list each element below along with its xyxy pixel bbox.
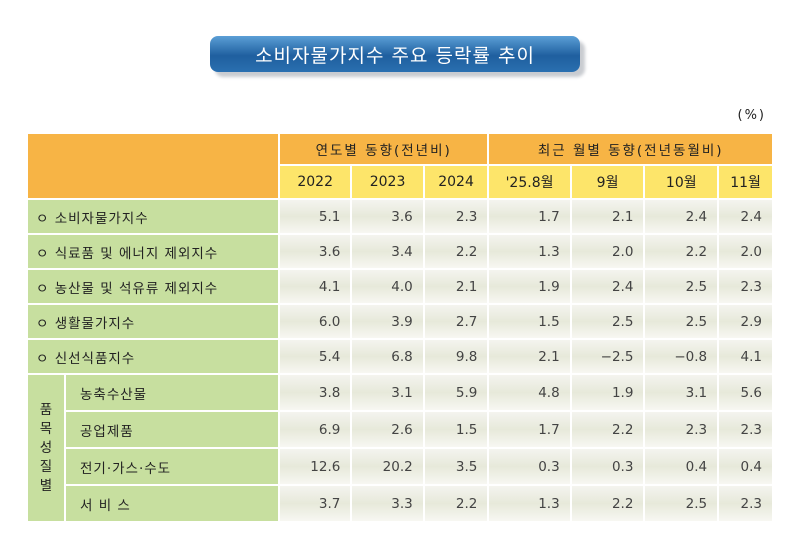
value-cell: 2.3 xyxy=(645,412,718,447)
row-label: ㅇ 농산물 및 석유류 제외지수 xyxy=(28,270,278,303)
value-cell: 1.9 xyxy=(489,270,570,303)
table-row: 전기·가스·수도 12.6 20.2 3.5 0.3 0.3 0.4 0.4 xyxy=(28,449,772,484)
value-cell: 2.1 xyxy=(424,270,488,303)
cpi-table: 연도별 동향(전년비) 최근 월별 동향(전년동월비) 2022 2023 2024… xyxy=(26,132,774,523)
value-cell: 4.1 xyxy=(280,270,351,303)
value-cell: 3.6 xyxy=(352,200,423,233)
row-label: 농축수산물 xyxy=(66,375,278,410)
value-cell: 2.0 xyxy=(719,235,772,268)
row-label: 전기·가스·수도 xyxy=(66,449,278,484)
value-cell: 2.2 xyxy=(645,235,718,268)
row-label: ㅇ 신선식품지수 xyxy=(28,340,278,373)
value-cell: 1.7 xyxy=(489,200,570,233)
value-cell: 1.3 xyxy=(489,486,570,521)
value-cell: 1.7 xyxy=(489,412,570,447)
value-cell: 2.9 xyxy=(719,305,772,338)
column-header: 10월 xyxy=(645,166,718,198)
value-cell: 2.5 xyxy=(645,270,718,303)
value-cell: 4.1 xyxy=(719,340,772,373)
value-cell: 4.8 xyxy=(489,375,570,410)
value-cell: 3.7 xyxy=(280,486,351,521)
column-header: '25.8월 xyxy=(489,166,570,198)
value-cell: 9.8 xyxy=(424,340,488,373)
value-cell: 1.9 xyxy=(571,375,644,410)
row-label: ㅇ 생활물가지수 xyxy=(28,305,278,338)
value-cell: 2.3 xyxy=(424,200,488,233)
value-cell: 0.4 xyxy=(719,449,772,484)
table-row: 서 비 스 3.7 3.3 2.2 1.3 2.2 2.5 2.3 xyxy=(28,486,772,521)
row-label: ㅇ 소비자물가지수 xyxy=(28,200,278,233)
header-annual: 연도별 동향(전년비) xyxy=(280,134,488,164)
table-row: ㅇ 신선식품지수 5.4 6.8 9.8 2.1 −2.5 −0.8 4.1 xyxy=(28,340,772,373)
value-cell: 2.5 xyxy=(571,305,644,338)
value-cell: 2.2 xyxy=(571,412,644,447)
value-cell: 2.5 xyxy=(645,305,718,338)
header-monthly: 최근 월별 동향(전년동월비) xyxy=(489,134,772,164)
value-cell: 2.2 xyxy=(424,486,488,521)
table-row: ㅇ 식료품 및 에너지 제외지수 3.6 3.4 2.2 1.3 2.0 2.2 2.0 xyxy=(28,235,772,268)
value-cell: 1.5 xyxy=(424,412,488,447)
value-cell: 2.0 xyxy=(571,235,644,268)
row-label: ㅇ 식료품 및 에너지 제외지수 xyxy=(28,235,278,268)
value-cell: 12.6 xyxy=(280,449,351,484)
value-cell: 0.3 xyxy=(489,449,570,484)
value-cell: 6.8 xyxy=(352,340,423,373)
value-cell: 3.4 xyxy=(352,235,423,268)
value-cell: 3.8 xyxy=(280,375,351,410)
column-header: 11월 xyxy=(719,166,772,198)
value-cell: 5.1 xyxy=(280,200,351,233)
value-cell: 20.2 xyxy=(352,449,423,484)
column-header: 9월 xyxy=(571,166,644,198)
table-row: ㅇ 소비자물가지수 5.1 3.6 2.3 1.7 2.1 2.4 2.4 xyxy=(28,200,772,233)
value-cell: 1.5 xyxy=(489,305,570,338)
unit-label: (%) xyxy=(737,108,766,123)
value-cell: 2.4 xyxy=(645,200,718,233)
row-label: 서 비 스 xyxy=(66,486,278,521)
value-cell: 5.4 xyxy=(280,340,351,373)
value-cell: 2.2 xyxy=(424,235,488,268)
value-cell: 6.0 xyxy=(280,305,351,338)
value-cell: 3.5 xyxy=(424,449,488,484)
value-cell: 2.3 xyxy=(719,412,772,447)
value-cell: 3.6 xyxy=(280,235,351,268)
value-cell: 2.1 xyxy=(571,200,644,233)
table-row: ㅇ 생활물가지수 6.0 3.9 2.7 1.5 2.5 2.5 2.9 xyxy=(28,305,772,338)
row-label: 공업제품 xyxy=(66,412,278,447)
column-header: 2023 xyxy=(352,166,423,198)
value-cell: 2.3 xyxy=(719,486,772,521)
column-header: 2022 xyxy=(280,166,351,198)
table-row: 공업제품 6.9 2.6 1.5 1.7 2.2 2.3 2.3 xyxy=(28,412,772,447)
value-cell: 0.3 xyxy=(571,449,644,484)
header-corner xyxy=(28,134,278,198)
value-cell: −0.8 xyxy=(645,340,718,373)
value-cell: 6.9 xyxy=(280,412,351,447)
value-cell: 3.9 xyxy=(352,305,423,338)
value-cell: 2.5 xyxy=(645,486,718,521)
table-row: ㅇ 농산물 및 석유류 제외지수 4.1 4.0 2.1 1.9 2.4 2.5 2.3 xyxy=(28,270,772,303)
value-cell: 5.9 xyxy=(424,375,488,410)
value-cell: 2.6 xyxy=(352,412,423,447)
value-cell: 2.1 xyxy=(489,340,570,373)
value-cell: 5.6 xyxy=(719,375,772,410)
value-cell: 2.7 xyxy=(424,305,488,338)
value-cell: 1.3 xyxy=(489,235,570,268)
page-title: 소비자물가지수 주요 등락률 추이 xyxy=(210,36,580,72)
value-cell: 0.4 xyxy=(645,449,718,484)
value-cell: 2.3 xyxy=(719,270,772,303)
value-cell: 4.0 xyxy=(352,270,423,303)
column-header: 2024 xyxy=(424,166,488,198)
value-cell: 3.1 xyxy=(352,375,423,410)
value-cell: 2.4 xyxy=(719,200,772,233)
value-cell: 3.3 xyxy=(352,486,423,521)
value-cell: −2.5 xyxy=(571,340,644,373)
value-cell: 3.1 xyxy=(645,375,718,410)
group-label: 품 목 성 질 별 xyxy=(28,375,64,521)
value-cell: 2.2 xyxy=(571,486,644,521)
value-cell: 2.4 xyxy=(571,270,644,303)
table-row: 품 목 성 질 별 농축수산물 3.8 3.1 5.9 4.8 1.9 3.1 5.6 xyxy=(28,375,772,521)
